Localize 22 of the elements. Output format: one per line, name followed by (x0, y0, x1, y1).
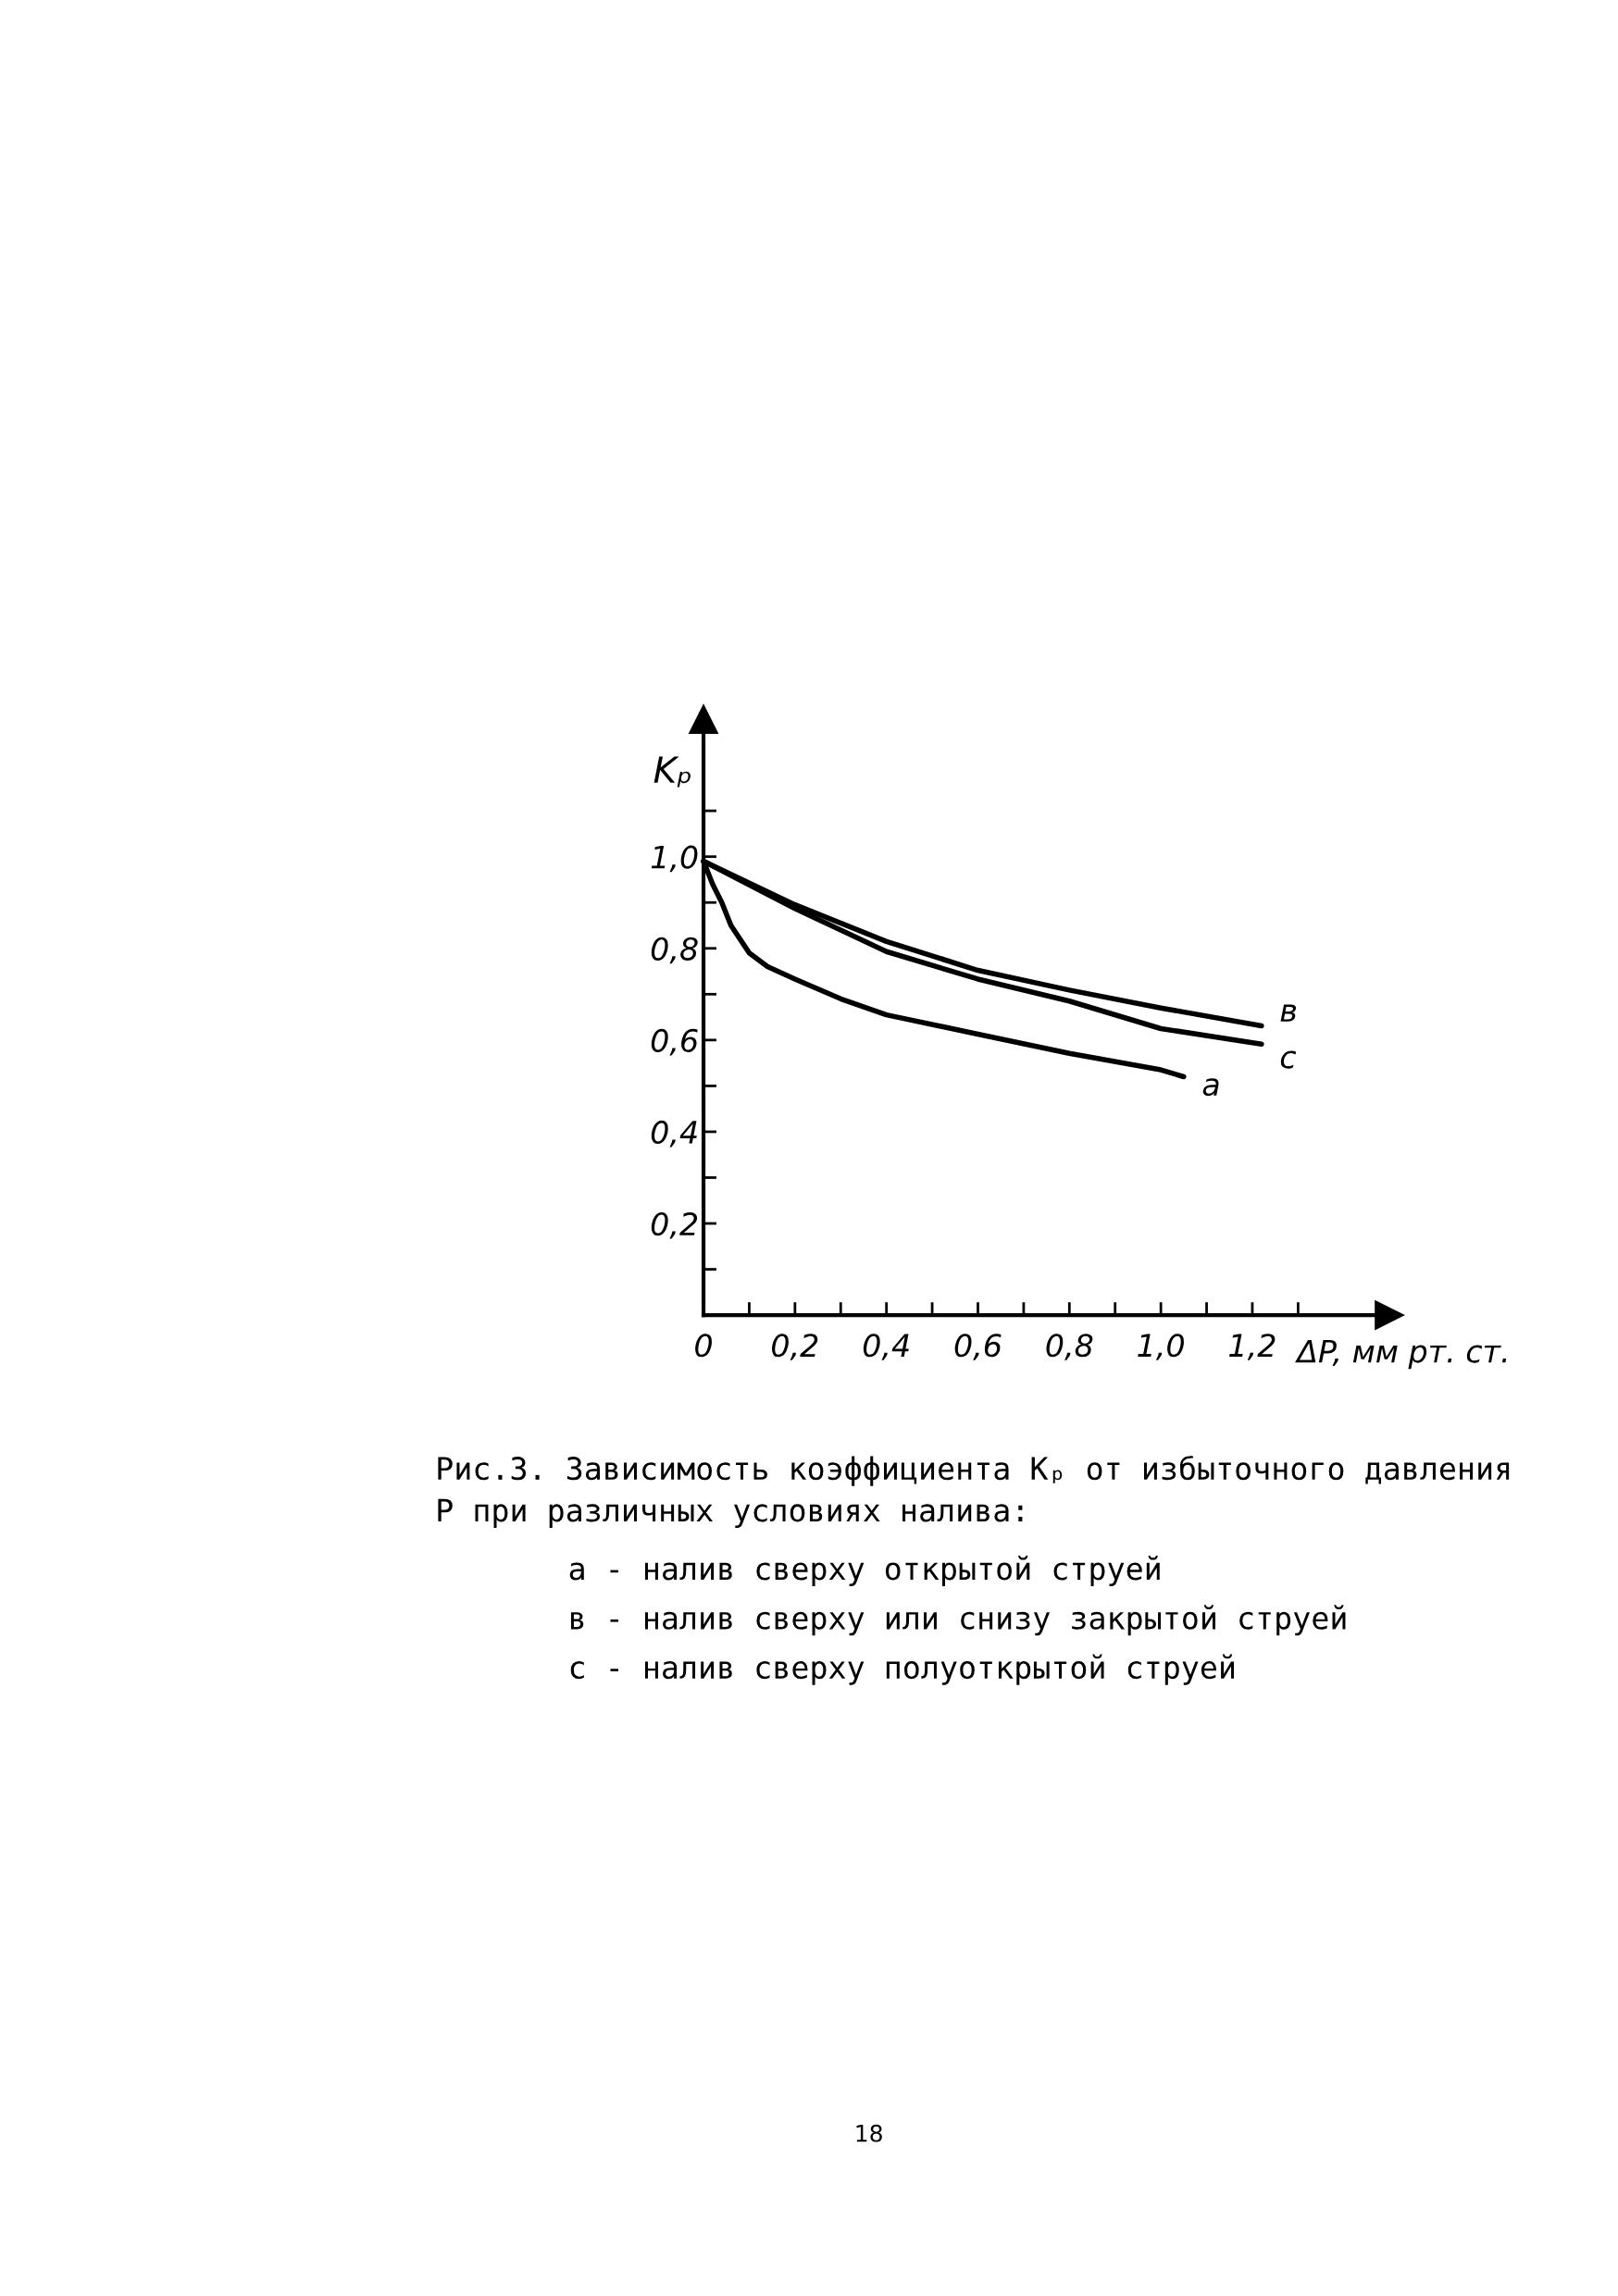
x-axis-title: ΔP, мм рт. ст. (1295, 1339, 1507, 1370)
y-tick-label: 0,2 (651, 1211, 698, 1239)
text: Рис.3. Зависимость коэффициента Kₚ от избыточного давления P при различных условиях налива: (438, 1455, 1510, 1528)
text: а - налив сверху открытой струей (569, 1555, 1160, 1586)
series-label: а (1202, 1078, 1219, 1097)
text: в - налив сверху или снизу закрытой струей (570, 1605, 1346, 1636)
x-tick-label: 0,4 (863, 1334, 909, 1360)
y-tick-label: 0,8 (651, 937, 698, 964)
y-tick-label: 0,6 (651, 1028, 698, 1056)
y-tick-label: 1,0 (651, 845, 698, 873)
x-tick-label: 1,2 (1229, 1334, 1276, 1360)
x-tick-label: 0,2 (772, 1334, 818, 1360)
text: с - налив сверху полуоткрытой струей (570, 1654, 1235, 1685)
series-label: в (1280, 1004, 1297, 1022)
series-label: с (1280, 1050, 1297, 1069)
y-tick-label: 0,4 (651, 1120, 697, 1148)
x-tick-label: 0,8 (1046, 1334, 1093, 1360)
x-tick-label: 0 (695, 1334, 712, 1358)
x-tick-label: 1,0 (1138, 1334, 1184, 1360)
text: 18 (856, 2124, 882, 2142)
y-axis-title: Kₚ (653, 756, 691, 788)
x-tick-label: 0,6 (954, 1334, 1002, 1360)
